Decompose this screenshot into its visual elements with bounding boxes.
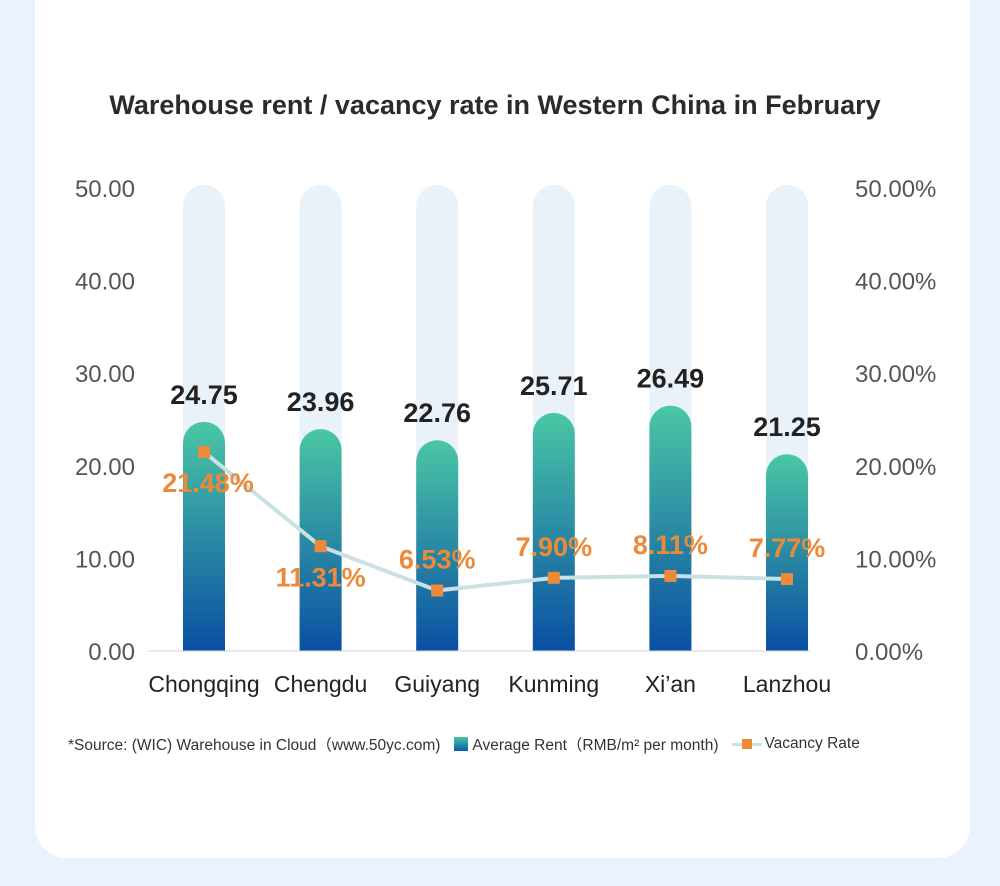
rent-value-label: 25.71 <box>520 371 588 401</box>
x-tick-label: Chengdu <box>274 671 367 697</box>
vacancy-value-label: 7.77% <box>749 533 826 563</box>
vacancy-marker <box>664 569 677 582</box>
vacancy-marker <box>781 573 793 586</box>
y-left-tick-label: 40.00 <box>75 269 135 296</box>
vacancy-marker <box>314 540 327 553</box>
y-right-tick-label: 10.00% <box>855 546 936 573</box>
x-tick-label: Chongqing <box>148 671 259 697</box>
legend: *Source: (WIC) Warehouse in Cloud（www.50… <box>68 733 958 755</box>
y-left-tick-label: 10.00 <box>75 546 135 573</box>
rent-value-label: 24.75 <box>170 380 238 410</box>
y-right-tick-label: 30.00% <box>855 361 936 388</box>
rent-value-label: 26.49 <box>637 364 705 394</box>
rent-value-label: 23.96 <box>287 387 355 417</box>
y-left-tick-label: 30.00 <box>75 361 135 388</box>
y-left-tick-label: 0.00 <box>88 639 135 666</box>
vacancy-value-label: 6.53% <box>399 545 476 575</box>
legend-rent-label: Average Rent（RMB/m² per month) <box>472 737 719 754</box>
x-tick-label: Kunming <box>508 671 599 697</box>
vacancy-value-label: 7.90% <box>516 532 593 562</box>
x-tick-label: Guiyang <box>394 671 480 697</box>
x-tick-label: Xi’an <box>645 671 696 697</box>
vacancy-marker <box>198 446 210 459</box>
rent-bar <box>532 412 575 651</box>
rent-bar <box>183 421 225 651</box>
vacancy-marker <box>431 584 444 597</box>
rent-bar <box>299 429 342 651</box>
rent-bar <box>766 454 808 651</box>
rent-value-label: 22.76 <box>403 398 471 428</box>
rent-value-label: 21.25 <box>753 412 821 442</box>
vacancy-marker <box>547 571 560 584</box>
vacancy-value-label: 21.48% <box>162 468 254 498</box>
x-tick-label: Lanzhou <box>743 671 831 697</box>
legend-rent-swatch <box>454 737 469 751</box>
legend-vacancy-label: Vacancy Rate <box>764 735 860 752</box>
vacancy-value-label: 11.31% <box>276 562 366 592</box>
source-note: *Source: (WIC) Warehouse in Cloud（www.50… <box>68 737 441 754</box>
y-right-tick-label: 20.00% <box>855 454 936 481</box>
vacancy-line <box>202 450 788 593</box>
y-right-tick-label: 40.00% <box>855 269 936 296</box>
chart-title: Warehouse rent / vacancy rate in Western… <box>109 90 881 120</box>
y-left-tick-label: 50.00 <box>75 176 135 203</box>
vacancy-value-label: 8.11% <box>633 530 708 560</box>
legend-vacancy-swatch <box>732 737 763 751</box>
y-right-tick-label: 0.00% <box>855 639 923 666</box>
y-right-tick-label: 50.00% <box>855 176 936 203</box>
rent-bar <box>416 440 459 651</box>
y-left-tick-label: 20.00 <box>75 454 135 481</box>
rent-bar <box>649 405 692 651</box>
